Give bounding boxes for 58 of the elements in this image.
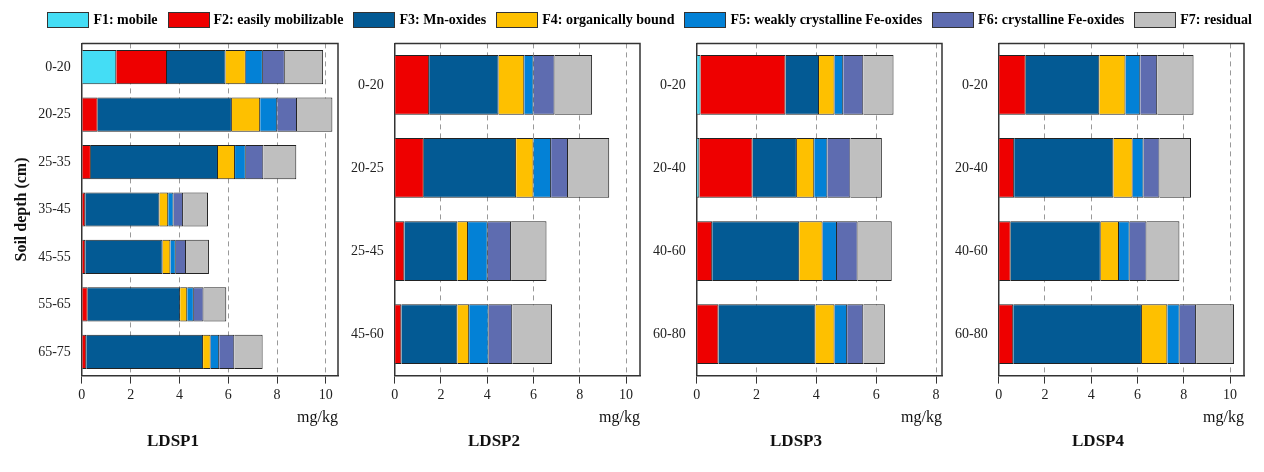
y-tick-label: 20-25 [350,159,384,175]
legend-label: F3: Mn-oxides [399,12,487,28]
x-tick-label: 8 [1180,386,1188,402]
x-tick-label: 10 [619,386,634,402]
x-tick-label: 2 [753,386,760,402]
legend-label: F6: crystalline Fe-oxides [978,12,1125,28]
y-tick-label: 20-40 [954,159,988,175]
x-tick-label: 6 [530,386,538,402]
x-tick-label: 4 [483,386,491,402]
y-tick-label: 45-60 [350,325,384,341]
x-tick-label: 0 [995,386,1003,402]
y-tick-label: 0-20 [357,76,384,92]
x-tick-label: 10 [318,386,333,402]
x-tick-label: 8 [273,386,281,402]
x-tick-label: 0 [78,386,86,402]
y-tick-label: 60-80 [954,325,988,341]
legend-label: F4: organically bound [542,12,675,28]
y-tick-label: 60-80 [652,325,686,341]
x-tick-label: 0 [391,386,399,402]
y-tick-label: 65-75 [38,343,71,359]
x-tick-label: 2 [1041,386,1049,402]
y-tick-label: 45-55 [38,248,71,264]
x-tick-label: 2 [127,386,135,402]
x-tick-label: 10 [1223,386,1238,402]
x-tick-label: 0 [693,386,701,402]
x-axis-title: mg/kg [1203,408,1244,427]
legend-label: F2: easily mobilizable [213,12,344,28]
legend-label: F7: residual [1180,12,1252,28]
y-tick-label: 40-60 [954,242,988,258]
x-tick-label: 6 [224,386,232,402]
x-tick-label: 8 [576,386,584,402]
y-tick-label: 0-20 [45,58,71,74]
y-tick-label: 55-65 [38,296,71,312]
x-axis-title: mg/kg [599,408,640,427]
x-axis-title: mg/kg [901,408,942,427]
x-tick-label: 2 [437,386,445,402]
legend-label: F1: mobile [93,12,158,28]
x-tick-label: 4 [812,386,820,402]
legend-label: F5: weakly crystalline Fe-oxides [730,12,923,28]
x-tick-label: 6 [1134,386,1142,402]
y-tick-label: 35-45 [38,201,71,217]
y-tick-label: 20-25 [38,106,71,122]
text: LDSP1 [147,431,199,451]
y-tick-label: 0-20 [961,76,988,92]
x-tick-label: 4 [175,386,183,402]
y-axis-title: Soil depth (cm) [11,157,30,262]
x-tick-label: 8 [932,386,940,402]
y-tick-label: 25-35 [38,153,71,169]
text: LDSP3 [770,431,822,451]
y-tick-label: 0-20 [659,76,686,92]
text: LDSP2 [468,431,520,451]
y-tick-label: 20-40 [652,159,686,175]
y-tick-label: 40-60 [652,242,686,258]
x-axis-title: mg/kg [297,408,338,427]
x-tick-label: 6 [872,386,880,402]
text: LDSP4 [1072,431,1125,451]
y-tick-label: 25-45 [350,242,384,258]
x-tick-label: 4 [1087,386,1095,402]
